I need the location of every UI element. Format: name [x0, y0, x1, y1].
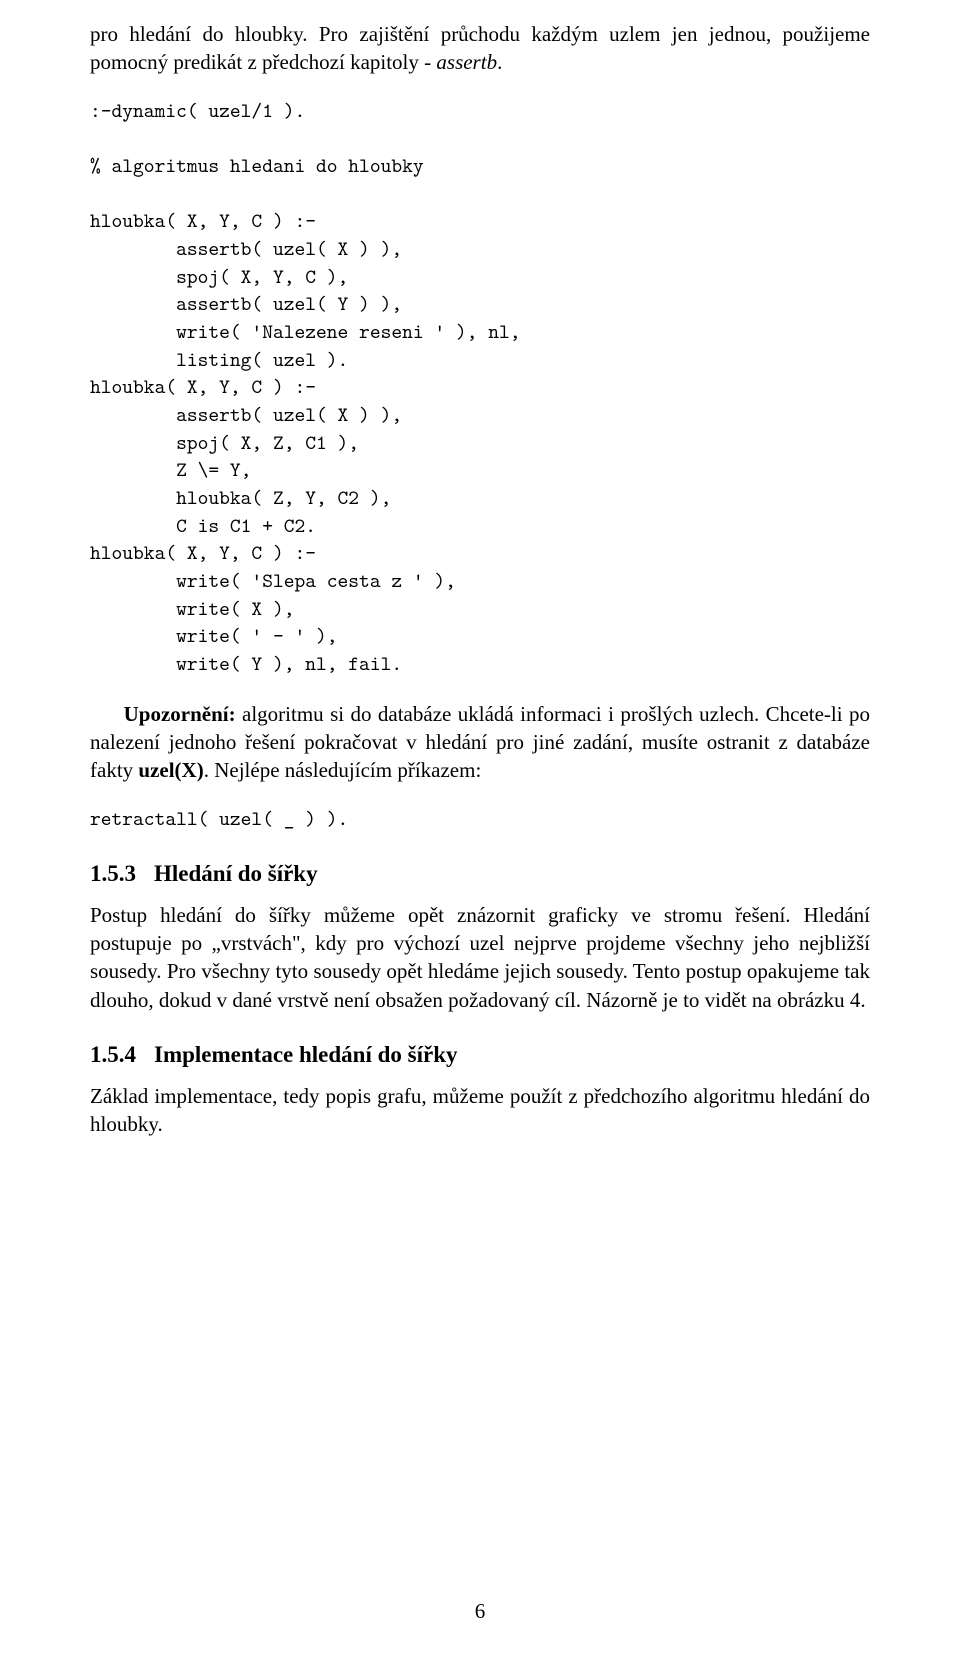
code-block-1: :-dynamic( uzel/1 ). % algoritmus hledan… [90, 97, 870, 678]
warning-text-2: . Nejlépe následujícím příkazem: [204, 758, 482, 782]
para-153-text: Postup hledání do šířky můžeme opět znáz… [90, 903, 870, 1012]
para-153: Postup hledání do šířky můžeme opět znáz… [90, 901, 870, 1014]
intro-paragraph: pro hledání do hloubky. Pro zajištění pr… [90, 20, 870, 77]
section-heading-153: 1.5.3 Hledání do šířky [90, 861, 870, 887]
warning-label: Upozornění: [124, 702, 236, 726]
page: pro hledání do hloubky. Pro zajištění pr… [0, 0, 960, 1654]
page-number: 6 [0, 1599, 960, 1624]
section-heading-154: 1.5.4 Implementace hledání do šířky [90, 1042, 870, 1068]
warning-paragraph: Upozornění: algoritmu si do databáze ukl… [90, 700, 870, 785]
para-154: Základ implementace, tedy popis grafu, m… [90, 1082, 870, 1139]
para-153-tail: . [860, 988, 865, 1012]
section-title-153: Hledání do šířky [154, 861, 318, 886]
intro-italic: assertb [436, 50, 497, 74]
section-number-153: 1.5.3 [90, 861, 136, 886]
code-block-2: retractall( uzel( _ ) ). [90, 805, 870, 833]
figure-ref-4[interactable]: 4 [850, 988, 861, 1012]
section-number-154: 1.5.4 [90, 1042, 136, 1067]
section-title-154: Implementace hledání do šířky [154, 1042, 457, 1067]
warning-inline-bold: uzel(X) [138, 758, 203, 782]
intro-text-post: . [497, 50, 502, 74]
